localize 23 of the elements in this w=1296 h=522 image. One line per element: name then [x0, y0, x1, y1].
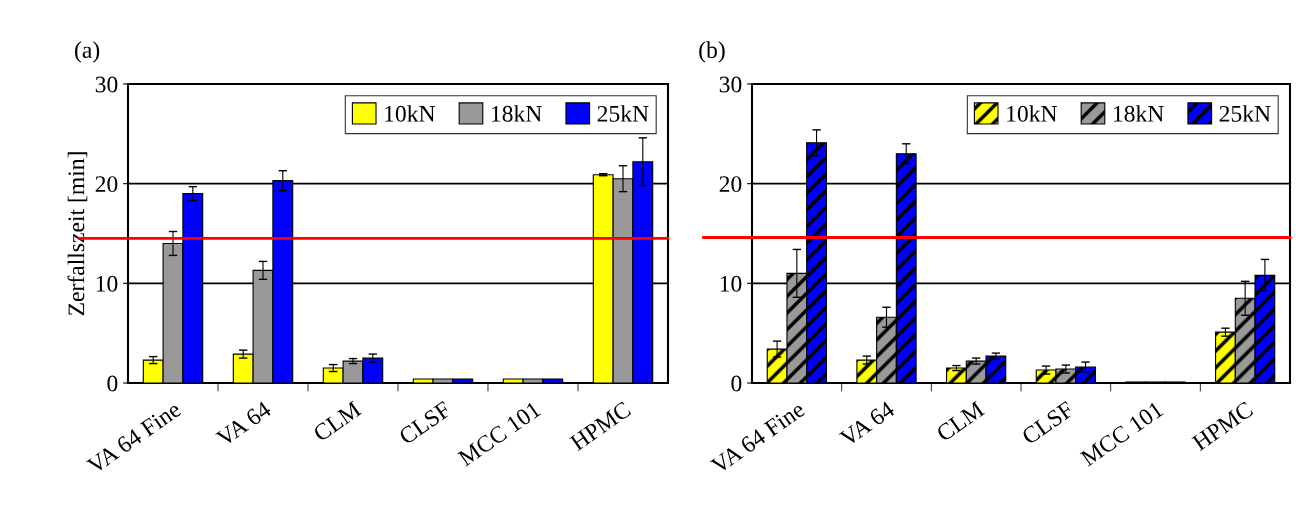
- legend-label: 25kN: [1219, 105, 1271, 122]
- legend-label: 10kN: [1007, 105, 1058, 122]
- legend-label: 18kN: [491, 105, 542, 122]
- x-tick-label: CLM: [312, 400, 362, 443]
- x-tick-label: CLM: [935, 400, 986, 443]
- y-tick-label: 10: [720, 275, 742, 292]
- chart-title: (a): [75, 41, 100, 63]
- y-tick-label: 10: [96, 275, 118, 292]
- y-tick-label: 30: [719, 76, 742, 93]
- x-tick-label: VA 64: [838, 400, 896, 448]
- y-tick-label: 0: [731, 375, 742, 392]
- x-tick-label: VA 64 Fine: [85, 400, 182, 475]
- x-tick-label: VA 64 Fine: [709, 400, 806, 475]
- legend-label: 18kN: [1113, 105, 1164, 122]
- y-tick-label: 20: [95, 176, 118, 193]
- y-tick-label: 30: [95, 76, 118, 93]
- y-tick-label: 0: [107, 375, 118, 392]
- y-axis-title: Zerfallszeit [min]: [67, 152, 88, 316]
- x-tick-label: VA 64: [215, 400, 273, 448]
- legend-label: 10kN: [385, 105, 436, 122]
- y-tick-label: 20: [719, 176, 742, 193]
- chart-title: (b): [699, 41, 725, 63]
- legend-label: 25kN: [597, 105, 649, 122]
